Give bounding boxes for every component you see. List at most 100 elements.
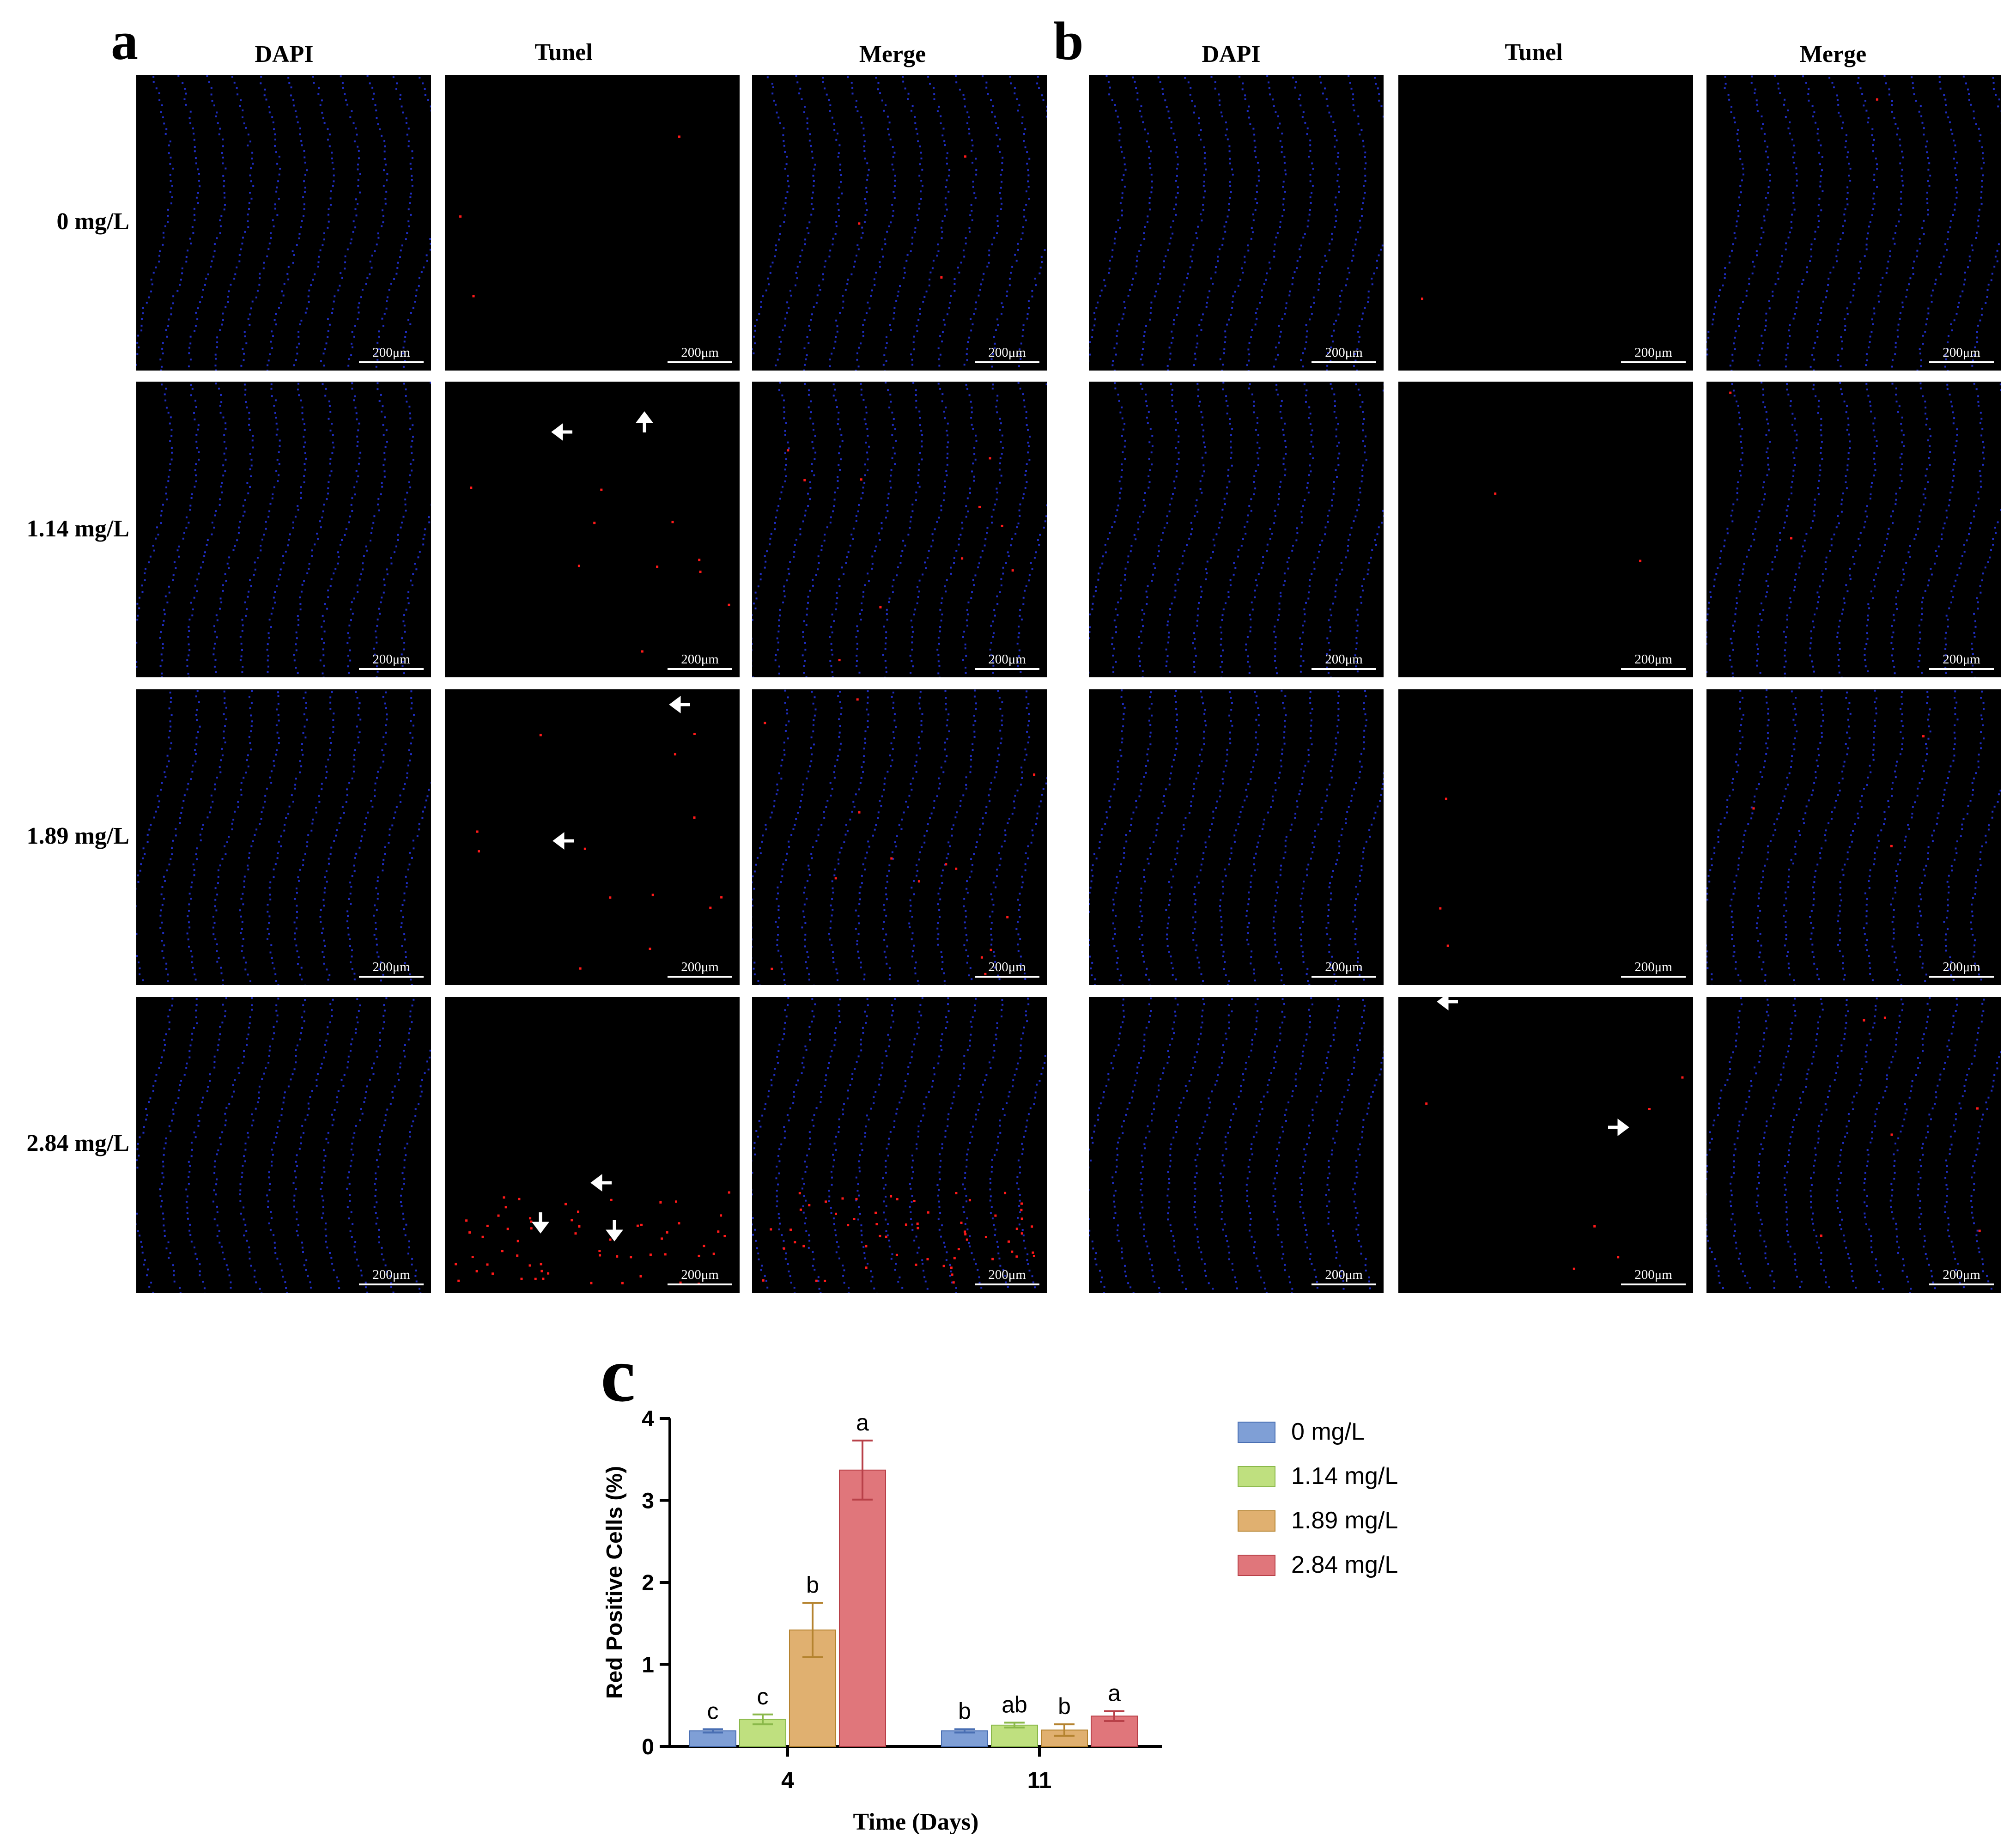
scale-bar: 200μm xyxy=(975,346,1039,363)
x-axis-label: Time (Days) xyxy=(853,1809,978,1834)
bar-0-mg-L-day-4 xyxy=(689,1730,736,1747)
scale-bar-label: 200μm xyxy=(372,1267,410,1282)
scale-bar: 200μm xyxy=(359,1268,424,1285)
scale-bar-label: 200μm xyxy=(1634,652,1672,667)
legend-label: 1.14 mg/L xyxy=(1291,1463,1398,1490)
scale-bar: 200μm xyxy=(1621,1268,1686,1285)
micrograph-tunel-a-row2: 200μm xyxy=(445,689,740,985)
micrograph-tunel-b-row1: 200μm xyxy=(1398,382,1693,677)
scale-bar-line xyxy=(1621,976,1686,978)
micrograph-tunel-b-row0: 200μm xyxy=(1398,75,1693,371)
legend-label: 2.84 mg/L xyxy=(1291,1551,1398,1578)
scale-bar: 200μm xyxy=(1929,961,1994,978)
scale-bar: 200μm xyxy=(668,346,732,363)
scale-bar-line xyxy=(668,1283,732,1285)
scale-bar-line xyxy=(1621,361,1686,363)
scale-bar-line xyxy=(359,976,424,978)
panel-label-b: b xyxy=(1053,11,1084,71)
micrograph-merge-a-row3: 200μm xyxy=(752,997,1047,1293)
scale-bar-line xyxy=(1621,1283,1686,1285)
significance-label: c xyxy=(757,1684,769,1709)
scale-bar-line xyxy=(1929,1283,1994,1285)
scale-bar: 200μm xyxy=(975,961,1039,978)
white-arrow-icon xyxy=(1608,1119,1629,1136)
micrograph-tunel-b-row2: 200μm xyxy=(1398,689,1693,985)
scale-bar-label: 200μm xyxy=(1325,960,1363,974)
y-tick-label: 3 xyxy=(642,1489,654,1514)
scale-bar-label: 200μm xyxy=(1943,1267,1980,1282)
significance-label: ab xyxy=(1002,1692,1027,1718)
row-label-1-14: 1.14 mg/L xyxy=(26,516,129,542)
scale-bar: 200μm xyxy=(1621,653,1686,670)
white-arrow-icon xyxy=(532,1212,549,1234)
scale-bar-line xyxy=(668,361,732,363)
scale-bar-label: 200μm xyxy=(1943,652,1980,667)
micrograph-merge-b-row1: 200μm xyxy=(1706,382,2001,677)
scale-bar-line xyxy=(359,1283,424,1285)
scale-bar-label: 200μm xyxy=(988,1267,1026,1282)
white-arrow-icon xyxy=(636,411,653,432)
white-arrow-icon xyxy=(1437,993,1458,1010)
micrograph-dapi-b-row1: 200μm xyxy=(1089,382,1384,677)
scale-bar: 200μm xyxy=(1621,961,1686,978)
white-arrow-icon xyxy=(606,1220,623,1241)
micrograph-tunel-a-row1: 200μm xyxy=(445,382,740,677)
micrograph-merge-a-row1: 200μm xyxy=(752,382,1047,677)
micrograph-dapi-a-row2: 200μm xyxy=(136,689,431,985)
legend-swatch xyxy=(1238,1466,1275,1487)
significance-label: b xyxy=(1058,1693,1071,1719)
significance-label: c xyxy=(707,1698,719,1724)
micrograph-merge-b-row2: 200μm xyxy=(1706,689,2001,985)
y-tick-label: 0 xyxy=(642,1735,654,1759)
scale-bar: 200μm xyxy=(1621,346,1686,363)
scale-bar-line xyxy=(975,361,1039,363)
row-label-1-89: 1.89 mg/L xyxy=(26,823,129,849)
scale-bar: 200μm xyxy=(359,653,424,670)
micrograph-dapi-a-row1: 200μm xyxy=(136,382,431,677)
scale-bar-line xyxy=(1929,976,1994,978)
scale-bar-label: 200μm xyxy=(988,345,1026,360)
scale-bar-label: 200μm xyxy=(1943,960,1980,974)
scale-bar-line xyxy=(975,1283,1039,1285)
scale-bar-label: 200μm xyxy=(988,960,1026,974)
scale-bar: 200μm xyxy=(1312,1268,1376,1285)
white-arrow-icon xyxy=(551,423,572,441)
row-label-2-84: 2.84 mg/L xyxy=(26,1130,129,1156)
y-axis-label: Red Positive Cells (%) xyxy=(602,1466,627,1699)
scale-bar-label: 200μm xyxy=(372,960,410,974)
y-tick-label: 1 xyxy=(642,1653,654,1678)
scale-bar: 200μm xyxy=(1312,653,1376,670)
scale-bar-label: 200μm xyxy=(1325,1267,1363,1282)
scale-bar: 200μm xyxy=(668,1268,732,1285)
scale-bar-label: 200μm xyxy=(988,652,1026,667)
scale-bar-line xyxy=(668,668,732,670)
white-arrow-icon xyxy=(553,832,574,850)
scale-bar-line xyxy=(1621,668,1686,670)
micrograph-dapi-b-row0: 200μm xyxy=(1089,75,1384,371)
scale-bar: 200μm xyxy=(668,653,732,670)
scale-bar-label: 200μm xyxy=(1634,960,1672,974)
legend-label: 1.89 mg/L xyxy=(1291,1507,1398,1534)
column-header-merge-b: Merge xyxy=(1799,41,1867,67)
legend-swatch xyxy=(1238,1510,1275,1532)
scale-bar: 200μm xyxy=(1929,1268,1994,1285)
scale-bar-line xyxy=(359,668,424,670)
panel-label-a: a xyxy=(111,11,138,71)
scale-bar-line xyxy=(359,361,424,363)
column-header-merge-a: Merge xyxy=(859,41,926,67)
scale-bar-label: 200μm xyxy=(1943,345,1980,360)
scale-bar-line xyxy=(1312,1283,1376,1285)
scale-bar: 200μm xyxy=(1929,653,1994,670)
scale-bar: 200μm xyxy=(1929,346,1994,363)
micrograph-merge-a-row0: 200μm xyxy=(752,75,1047,371)
scale-bar: 200μm xyxy=(359,961,424,978)
micrograph-merge-b-row0: 200μm xyxy=(1706,75,2001,371)
significance-label: a xyxy=(1108,1680,1121,1706)
scale-bar-label: 200μm xyxy=(1634,1267,1672,1282)
scale-bar-line xyxy=(668,976,732,978)
scale-bar: 200μm xyxy=(1312,961,1376,978)
x-tick-label: 11 xyxy=(1027,1767,1052,1793)
legend-swatch xyxy=(1238,1555,1275,1576)
white-arrow-icon xyxy=(669,696,690,713)
panel-label-c: c xyxy=(601,1331,636,1418)
